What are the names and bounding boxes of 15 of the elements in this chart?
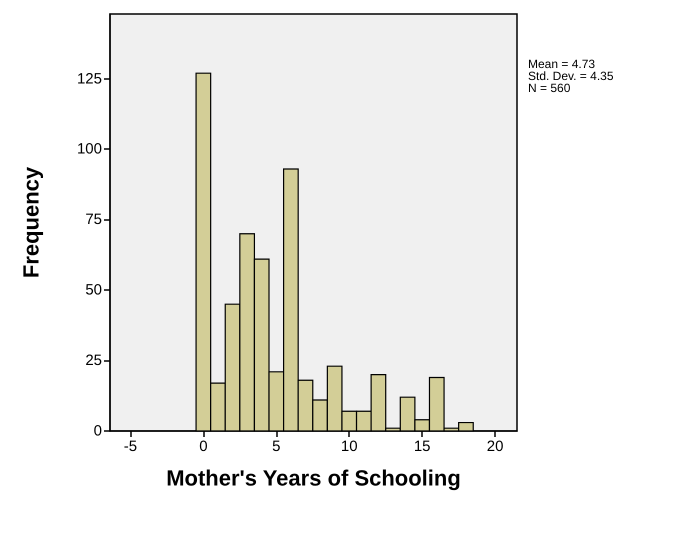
x-axis-title: Mother's Years of Schooling [166, 466, 461, 490]
x-tick-label: 15 [414, 438, 431, 455]
text: Mean = 4.73 Std. Dev. = 4.35 N = 560 [528, 57, 614, 95]
y-tick-label: 125 [76, 70, 102, 88]
x-tick-label: 20 [486, 438, 504, 455]
x-tick-label: 5 [272, 438, 280, 455]
y-tick-label: 75 [85, 211, 102, 228]
y-tick-label: 100 [76, 140, 102, 158]
y-tick-label: 25 [85, 352, 102, 370]
x-tick-label: -5 [124, 438, 138, 455]
y-tick-label: 50 [85, 282, 102, 299]
x-tick-label: 0 [199, 438, 208, 455]
x-tick-label: 10 [340, 438, 358, 455]
y-tick-label: 0 [94, 422, 102, 440]
y-axis-title: Frequency [18, 166, 44, 278]
